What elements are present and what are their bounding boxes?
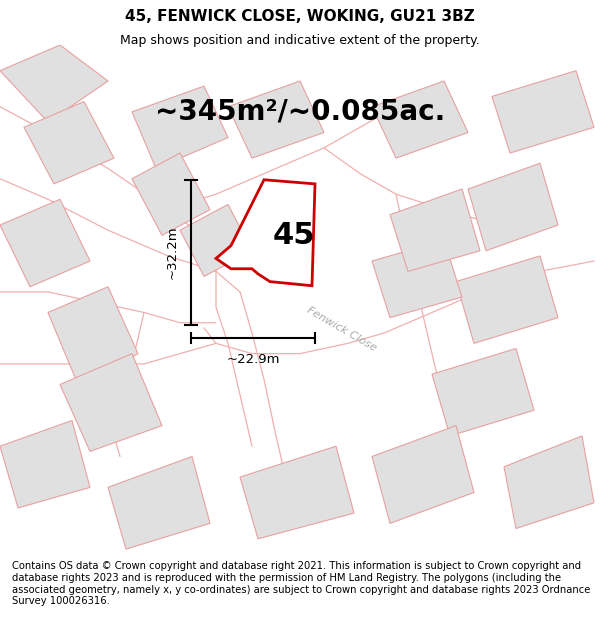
Polygon shape — [24, 102, 114, 184]
Polygon shape — [180, 204, 252, 276]
Polygon shape — [372, 81, 468, 158]
Text: 45: 45 — [273, 221, 315, 250]
Polygon shape — [108, 456, 210, 549]
Text: ~32.2m: ~32.2m — [166, 226, 179, 279]
Polygon shape — [48, 287, 138, 384]
Polygon shape — [0, 199, 90, 287]
Polygon shape — [504, 436, 594, 529]
Polygon shape — [492, 71, 594, 153]
Text: Map shows position and indicative extent of the property.: Map shows position and indicative extent… — [120, 34, 480, 47]
Polygon shape — [372, 241, 462, 318]
Text: 45, FENWICK CLOSE, WOKING, GU21 3BZ: 45, FENWICK CLOSE, WOKING, GU21 3BZ — [125, 9, 475, 24]
Text: ~22.9m: ~22.9m — [226, 352, 280, 366]
Polygon shape — [456, 256, 558, 343]
Polygon shape — [432, 349, 534, 436]
Text: ~345m²/~0.085ac.: ~345m²/~0.085ac. — [155, 98, 445, 126]
Polygon shape — [60, 354, 162, 451]
Polygon shape — [216, 180, 315, 286]
Polygon shape — [372, 426, 474, 523]
Text: Contains OS data © Crown copyright and database right 2021. This information is : Contains OS data © Crown copyright and d… — [12, 561, 590, 606]
Polygon shape — [132, 153, 210, 236]
Polygon shape — [0, 421, 90, 508]
Polygon shape — [468, 163, 558, 251]
Polygon shape — [0, 45, 108, 122]
Polygon shape — [228, 81, 324, 158]
Polygon shape — [240, 446, 354, 539]
Polygon shape — [132, 86, 228, 169]
Text: Fenwick Close: Fenwick Close — [305, 305, 379, 353]
Polygon shape — [390, 189, 480, 271]
